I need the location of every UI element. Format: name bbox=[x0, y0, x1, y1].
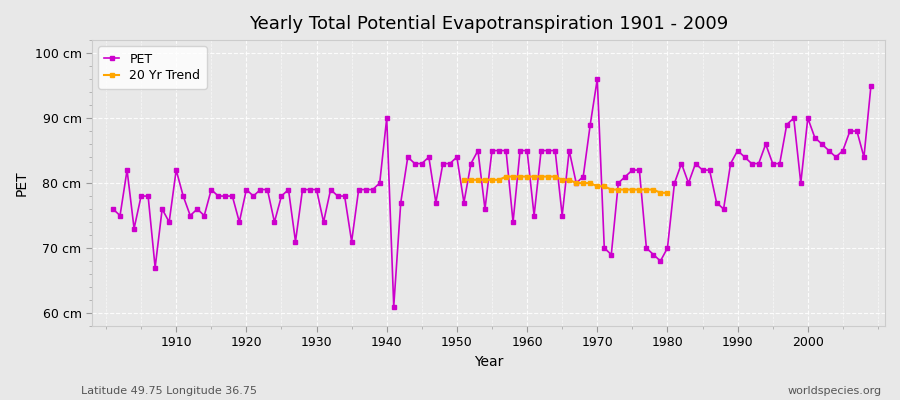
20 Yr Trend bbox=[480, 178, 491, 182]
20 Yr Trend bbox=[500, 174, 511, 179]
20 Yr Trend bbox=[465, 178, 476, 182]
Y-axis label: PET: PET bbox=[15, 170, 29, 196]
20 Yr Trend bbox=[515, 174, 526, 179]
PET bbox=[522, 148, 533, 153]
Line: PET: PET bbox=[112, 77, 873, 308]
20 Yr Trend bbox=[458, 178, 469, 182]
20 Yr Trend bbox=[472, 178, 483, 182]
PET bbox=[360, 187, 371, 192]
20 Yr Trend bbox=[648, 187, 659, 192]
20 Yr Trend bbox=[508, 174, 518, 179]
20 Yr Trend bbox=[627, 187, 638, 192]
20 Yr Trend bbox=[662, 190, 673, 195]
20 Yr Trend bbox=[655, 190, 666, 195]
20 Yr Trend bbox=[536, 174, 546, 179]
20 Yr Trend bbox=[613, 187, 624, 192]
Text: Latitude 49.75 Longitude 36.75: Latitude 49.75 Longitude 36.75 bbox=[81, 386, 257, 396]
20 Yr Trend bbox=[585, 181, 596, 186]
20 Yr Trend bbox=[598, 184, 609, 189]
20 Yr Trend bbox=[522, 174, 533, 179]
PET bbox=[528, 213, 539, 218]
20 Yr Trend bbox=[557, 178, 568, 182]
20 Yr Trend bbox=[550, 174, 561, 179]
PET bbox=[388, 304, 399, 309]
20 Yr Trend bbox=[578, 181, 589, 186]
Legend: PET, 20 Yr Trend: PET, 20 Yr Trend bbox=[98, 46, 207, 89]
20 Yr Trend bbox=[487, 178, 498, 182]
20 Yr Trend bbox=[528, 174, 539, 179]
X-axis label: Year: Year bbox=[473, 355, 503, 369]
20 Yr Trend bbox=[606, 187, 616, 192]
PET bbox=[620, 174, 631, 179]
20 Yr Trend bbox=[493, 178, 504, 182]
20 Yr Trend bbox=[571, 181, 581, 186]
Line: 20 Yr Trend: 20 Yr Trend bbox=[463, 175, 670, 194]
PET bbox=[164, 220, 175, 224]
20 Yr Trend bbox=[620, 187, 631, 192]
20 Yr Trend bbox=[592, 184, 603, 189]
20 Yr Trend bbox=[563, 178, 574, 182]
20 Yr Trend bbox=[543, 174, 553, 179]
PET bbox=[866, 83, 877, 88]
PET bbox=[319, 220, 329, 224]
Title: Yearly Total Potential Evapotranspiration 1901 - 2009: Yearly Total Potential Evapotranspiratio… bbox=[249, 15, 728, 33]
20 Yr Trend bbox=[641, 187, 652, 192]
20 Yr Trend bbox=[634, 187, 644, 192]
Text: worldspecies.org: worldspecies.org bbox=[788, 386, 882, 396]
PET bbox=[108, 207, 119, 212]
PET bbox=[592, 77, 603, 82]
